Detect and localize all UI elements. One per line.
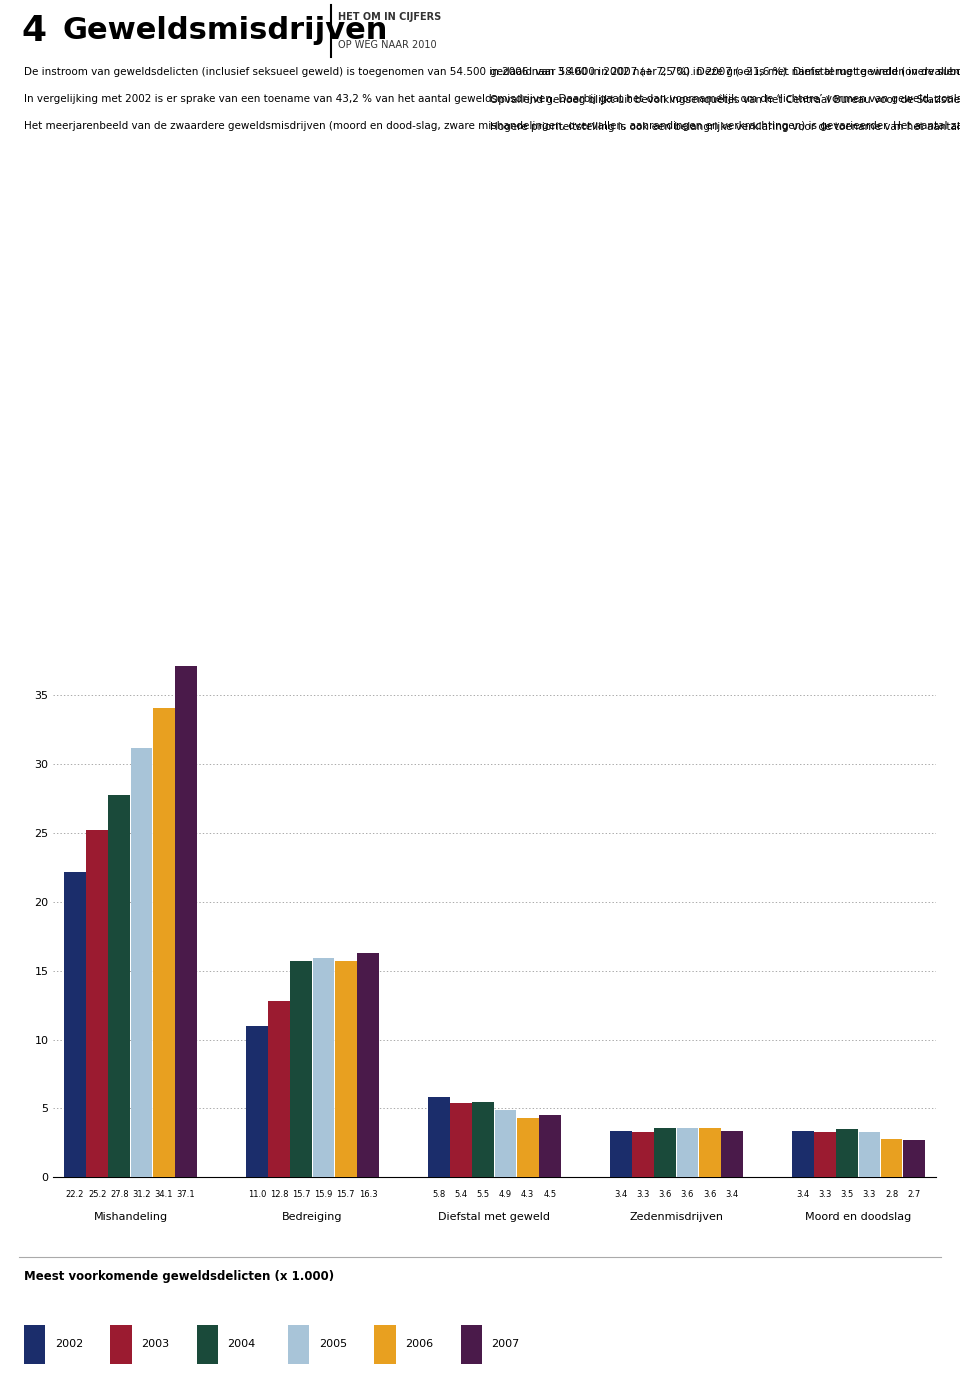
Bar [357, 953, 379, 1177]
Bar [246, 1026, 268, 1177]
Bar [814, 1132, 836, 1177]
Bar [288, 1325, 309, 1363]
Text: 3.4: 3.4 [725, 1190, 738, 1199]
Bar [450, 1103, 472, 1177]
Text: 3.6: 3.6 [703, 1190, 716, 1199]
Text: OP WEG NAAR 2010: OP WEG NAAR 2010 [338, 40, 437, 50]
Text: De instroom van geweldsdelicten (inclusief seksueel geweld) is toegenomen van 54: De instroom van geweldsdelicten (inclusi… [24, 67, 960, 131]
Bar [792, 1131, 814, 1177]
Bar [110, 1325, 132, 1363]
Text: 2003: 2003 [141, 1340, 169, 1349]
Text: 3.6: 3.6 [659, 1190, 672, 1199]
Text: Moord en doodslag: Moord en doodslag [805, 1212, 911, 1221]
Text: Bedreiging: Bedreiging [282, 1212, 343, 1221]
Bar [335, 961, 356, 1177]
Text: HET OM IN CIJFERS: HET OM IN CIJFERS [338, 12, 442, 22]
Text: 15.7: 15.7 [292, 1190, 311, 1199]
Text: 27.8: 27.8 [110, 1190, 129, 1199]
Text: 3.3: 3.3 [863, 1190, 876, 1199]
Text: 2.7: 2.7 [907, 1190, 921, 1199]
Bar [858, 1132, 880, 1177]
Text: 3.6: 3.6 [681, 1190, 694, 1199]
Text: Mishandeling: Mishandeling [93, 1212, 168, 1221]
Text: 37.1: 37.1 [177, 1190, 195, 1199]
Text: Zedenmisdrijven: Zedenmisdrijven [630, 1212, 724, 1221]
Text: 3.5: 3.5 [841, 1190, 853, 1199]
Text: 2006: 2006 [405, 1340, 433, 1349]
Text: 2.8: 2.8 [885, 1190, 899, 1199]
Text: 34.1: 34.1 [155, 1190, 173, 1199]
Text: 25.2: 25.2 [88, 1190, 107, 1199]
Bar [539, 1115, 561, 1177]
Text: 4.5: 4.5 [543, 1190, 557, 1199]
Text: 22.2: 22.2 [66, 1190, 84, 1199]
Bar [313, 958, 334, 1177]
Text: 2004: 2004 [228, 1340, 255, 1349]
Text: 3.4: 3.4 [796, 1190, 809, 1199]
Bar [677, 1128, 698, 1177]
Bar [699, 1128, 721, 1177]
Bar [880, 1139, 902, 1177]
Bar [153, 708, 175, 1177]
Text: 12.8: 12.8 [270, 1190, 288, 1199]
Bar [494, 1110, 516, 1177]
Text: gedaald van 3.400 in 2002 naar 2.700 in 2007 (- 21,6 %). Diefstal met geweld (ov: gedaald van 3.400 in 2002 naar 2.700 in … [490, 67, 960, 132]
Bar [24, 1325, 45, 1363]
Text: 3.3: 3.3 [818, 1190, 831, 1199]
Bar [374, 1325, 396, 1363]
Bar [64, 872, 85, 1177]
Text: 3.4: 3.4 [614, 1190, 628, 1199]
Bar [472, 1102, 494, 1177]
Text: 4.9: 4.9 [499, 1190, 512, 1199]
Text: 16.3: 16.3 [359, 1190, 377, 1199]
Text: 2007: 2007 [492, 1340, 519, 1349]
Text: 31.2: 31.2 [132, 1190, 151, 1199]
Text: 15.7: 15.7 [336, 1190, 355, 1199]
Bar [516, 1118, 539, 1177]
Bar [461, 1325, 482, 1363]
Text: 11.0: 11.0 [248, 1190, 266, 1199]
Text: 5.5: 5.5 [477, 1190, 490, 1199]
Bar [428, 1097, 450, 1177]
Text: 5.4: 5.4 [454, 1190, 468, 1199]
Text: Diefstal met geweld: Diefstal met geweld [439, 1212, 550, 1221]
Bar [633, 1132, 654, 1177]
Bar [836, 1129, 858, 1177]
Text: 5.8: 5.8 [432, 1190, 445, 1199]
Bar [175, 666, 197, 1177]
Text: 2005: 2005 [319, 1340, 347, 1349]
Text: Meest voorkomende geweldsdelicten (x 1.000): Meest voorkomende geweldsdelicten (x 1.0… [24, 1270, 334, 1283]
Bar [903, 1140, 924, 1177]
Bar [268, 1001, 290, 1177]
Bar [86, 830, 108, 1177]
Bar [655, 1128, 676, 1177]
Bar [610, 1131, 632, 1177]
Text: 4: 4 [21, 14, 46, 48]
Bar [721, 1131, 743, 1177]
Text: Geweldsmisdrijven: Geweldsmisdrijven [62, 17, 388, 45]
Bar [131, 748, 153, 1177]
Bar [197, 1325, 218, 1363]
Bar [108, 795, 131, 1177]
Bar [291, 961, 312, 1177]
Text: 15.9: 15.9 [314, 1190, 333, 1199]
Text: 3.3: 3.3 [636, 1190, 650, 1199]
Text: 4.3: 4.3 [521, 1190, 535, 1199]
Text: 2002: 2002 [55, 1340, 83, 1349]
